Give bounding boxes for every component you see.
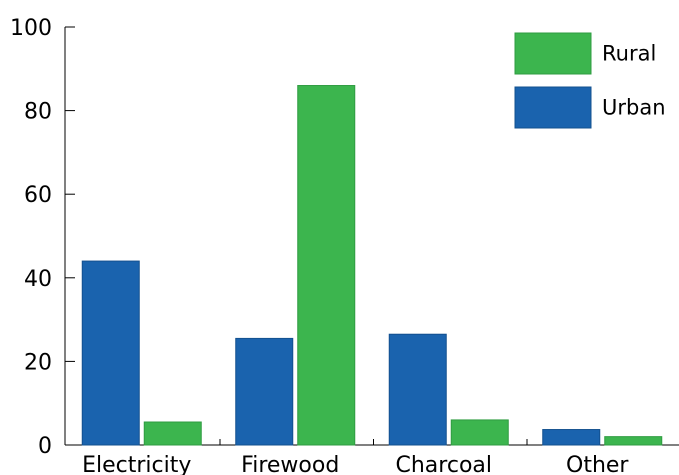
- bar-rural-other: [604, 436, 663, 446]
- legend-label-urban: Urban: [602, 96, 666, 120]
- x-tick-label: Other: [566, 453, 629, 475]
- legend: Rural Urban: [514, 32, 666, 129]
- x-tick-label: Electricity: [82, 453, 191, 475]
- y-tick-label: 60: [24, 183, 52, 208]
- y-tick-label: 0: [38, 434, 52, 459]
- y-tick-label: 20: [24, 350, 52, 375]
- bar-urban-firewood: [235, 337, 294, 446]
- legend-label-rural: Rural: [602, 42, 656, 66]
- y-tick-label: 100: [10, 16, 52, 41]
- bar-urban-charcoal: [388, 333, 447, 446]
- x-tick-label: Firewood: [241, 453, 339, 475]
- bar-rural-charcoal: [450, 419, 509, 446]
- x-tick-label: Charcoal: [396, 453, 493, 475]
- legend-swatch-rural: [514, 32, 592, 75]
- bar-urban-other: [542, 429, 601, 446]
- axis-labels: 0 20 40 60 80 100 Electricity Firewood Charcoal O…: [10, 16, 629, 475]
- bar-urban-electricity: [81, 260, 140, 446]
- bars: [81, 85, 663, 446]
- bar-rural-electricity: [143, 421, 202, 446]
- y-tick-label: 80: [24, 100, 52, 125]
- y-tick-label: 40: [24, 267, 52, 292]
- legend-swatch-urban: [514, 86, 592, 129]
- bar-rural-firewood: [297, 85, 356, 446]
